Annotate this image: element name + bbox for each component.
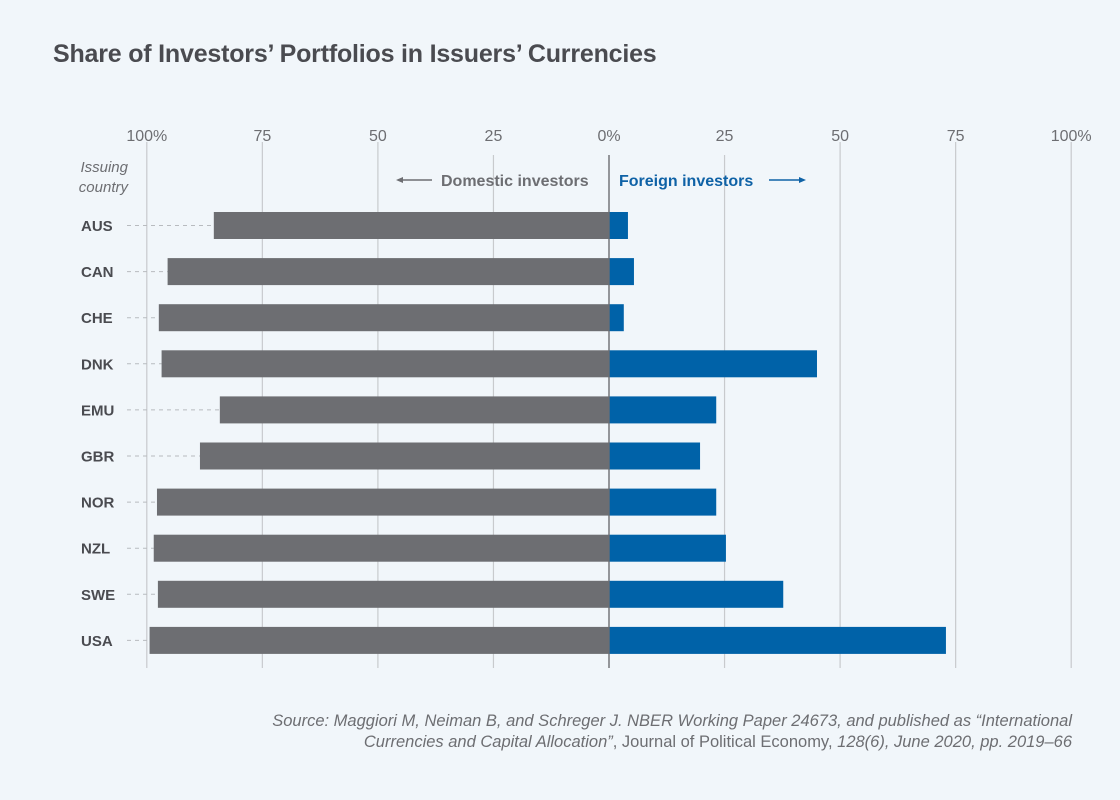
category-label: NZL [81,541,110,558]
legend-foreign-label: Foreign investors [619,173,753,190]
category-label: DNK [81,356,114,373]
bar-foreign-che [609,304,624,332]
bar-domestic-gbr [199,442,609,470]
category-label: EMU [81,402,114,419]
x-tick-labels: 100% 75 50 25 0% 25 50 75 100% [126,128,1091,145]
chart-title: Share of Investors’ Portfolios in Issuer… [53,40,657,68]
category-labels: AUS CAN CHE DNK EMU GBR NOR NZL SWE USA [81,218,115,650]
bar-foreign-swe [609,580,784,608]
x-tick-label: 0% [597,128,620,145]
bar-foreign-nor [609,488,717,516]
x-tick-label: 50 [831,128,849,145]
bar-foreign-usa [609,626,946,654]
legend: Domestic investors Foreign investors [396,173,806,190]
bar-domestic-aus [213,212,609,239]
legend-domestic-label: Domestic investors [441,173,589,190]
y-axis-label-line2: country [79,179,130,196]
bar-domestic-swe [157,580,609,608]
bar-domestic-nzl [153,534,609,562]
x-tick-label: 50 [369,128,387,145]
bar-domestic-dnk [161,350,609,378]
legend-foreign: Foreign investors [619,173,806,190]
category-label: SWE [81,587,115,604]
category-label: GBR [81,449,115,466]
category-label: CAN [81,264,114,281]
y-axis-label-line1: Issuing [80,159,128,176]
bar-foreign-can [609,258,634,286]
source-line2-title: Currencies and Capital Allocation” [363,733,613,751]
bars [127,212,946,654]
x-tick-label: 75 [253,128,271,145]
category-label: USA [81,633,113,650]
bar-foreign-nzl [609,534,726,562]
legend-domestic: Domestic investors [396,173,589,190]
category-label: CHE [81,310,113,327]
source-line2-journal: , Journal of Political Economy, [612,733,838,751]
bar-foreign-emu [609,396,717,424]
bar-foreign-gbr [609,442,701,470]
bar-domestic-can [167,258,609,286]
bar-domestic-usa [149,626,610,654]
bar-domestic-che [158,304,609,332]
x-tick-label: 100% [126,128,167,145]
source-line1: Source: Maggiori M, Neiman B, and Schreg… [272,712,1072,730]
source-note: Source: Maggiori M, Neiman B, and Schreg… [172,711,1072,753]
category-label: AUS [81,218,113,235]
bar-domestic-nor [156,488,610,516]
category-label: NOR [81,495,115,512]
x-tick-label: 75 [947,128,965,145]
arrow-right-head-icon [799,177,806,183]
bar-foreign-aus [609,212,628,239]
bar-foreign-dnk [609,350,817,378]
x-tick-label: 25 [716,128,734,145]
bar-domestic-emu [219,396,609,424]
y-axis-label: Issuing country [79,159,130,196]
x-tick-label: 100% [1051,128,1092,145]
source-line2-citation: 128(6), June 2020, pp. 2019–66 [837,733,1072,751]
x-tick-label: 25 [485,128,503,145]
arrow-left-head-icon [396,177,403,183]
